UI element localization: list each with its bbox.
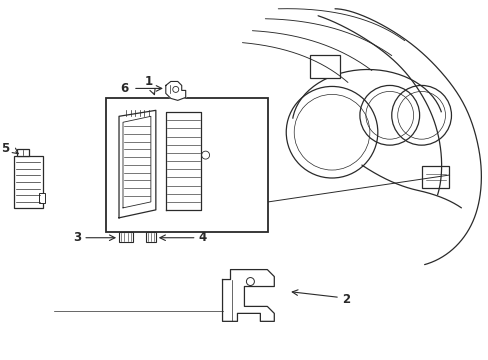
Bar bbox=[40, 193, 45, 203]
Bar bbox=[119, 232, 133, 242]
Bar bbox=[421, 166, 448, 188]
Text: 5: 5 bbox=[1, 141, 9, 155]
Polygon shape bbox=[123, 116, 151, 208]
Text: 4: 4 bbox=[198, 231, 206, 244]
Bar bbox=[106, 98, 268, 232]
Text: 1: 1 bbox=[144, 76, 153, 89]
Polygon shape bbox=[165, 112, 200, 210]
Bar bbox=[309, 55, 339, 78]
Bar bbox=[145, 232, 156, 242]
Bar bbox=[14, 156, 43, 208]
Bar bbox=[18, 149, 29, 156]
Text: 2: 2 bbox=[341, 293, 349, 306]
Polygon shape bbox=[222, 270, 274, 321]
Polygon shape bbox=[119, 110, 156, 218]
Text: 6: 6 bbox=[121, 82, 129, 95]
Text: 3: 3 bbox=[73, 231, 81, 244]
Polygon shape bbox=[165, 81, 185, 100]
